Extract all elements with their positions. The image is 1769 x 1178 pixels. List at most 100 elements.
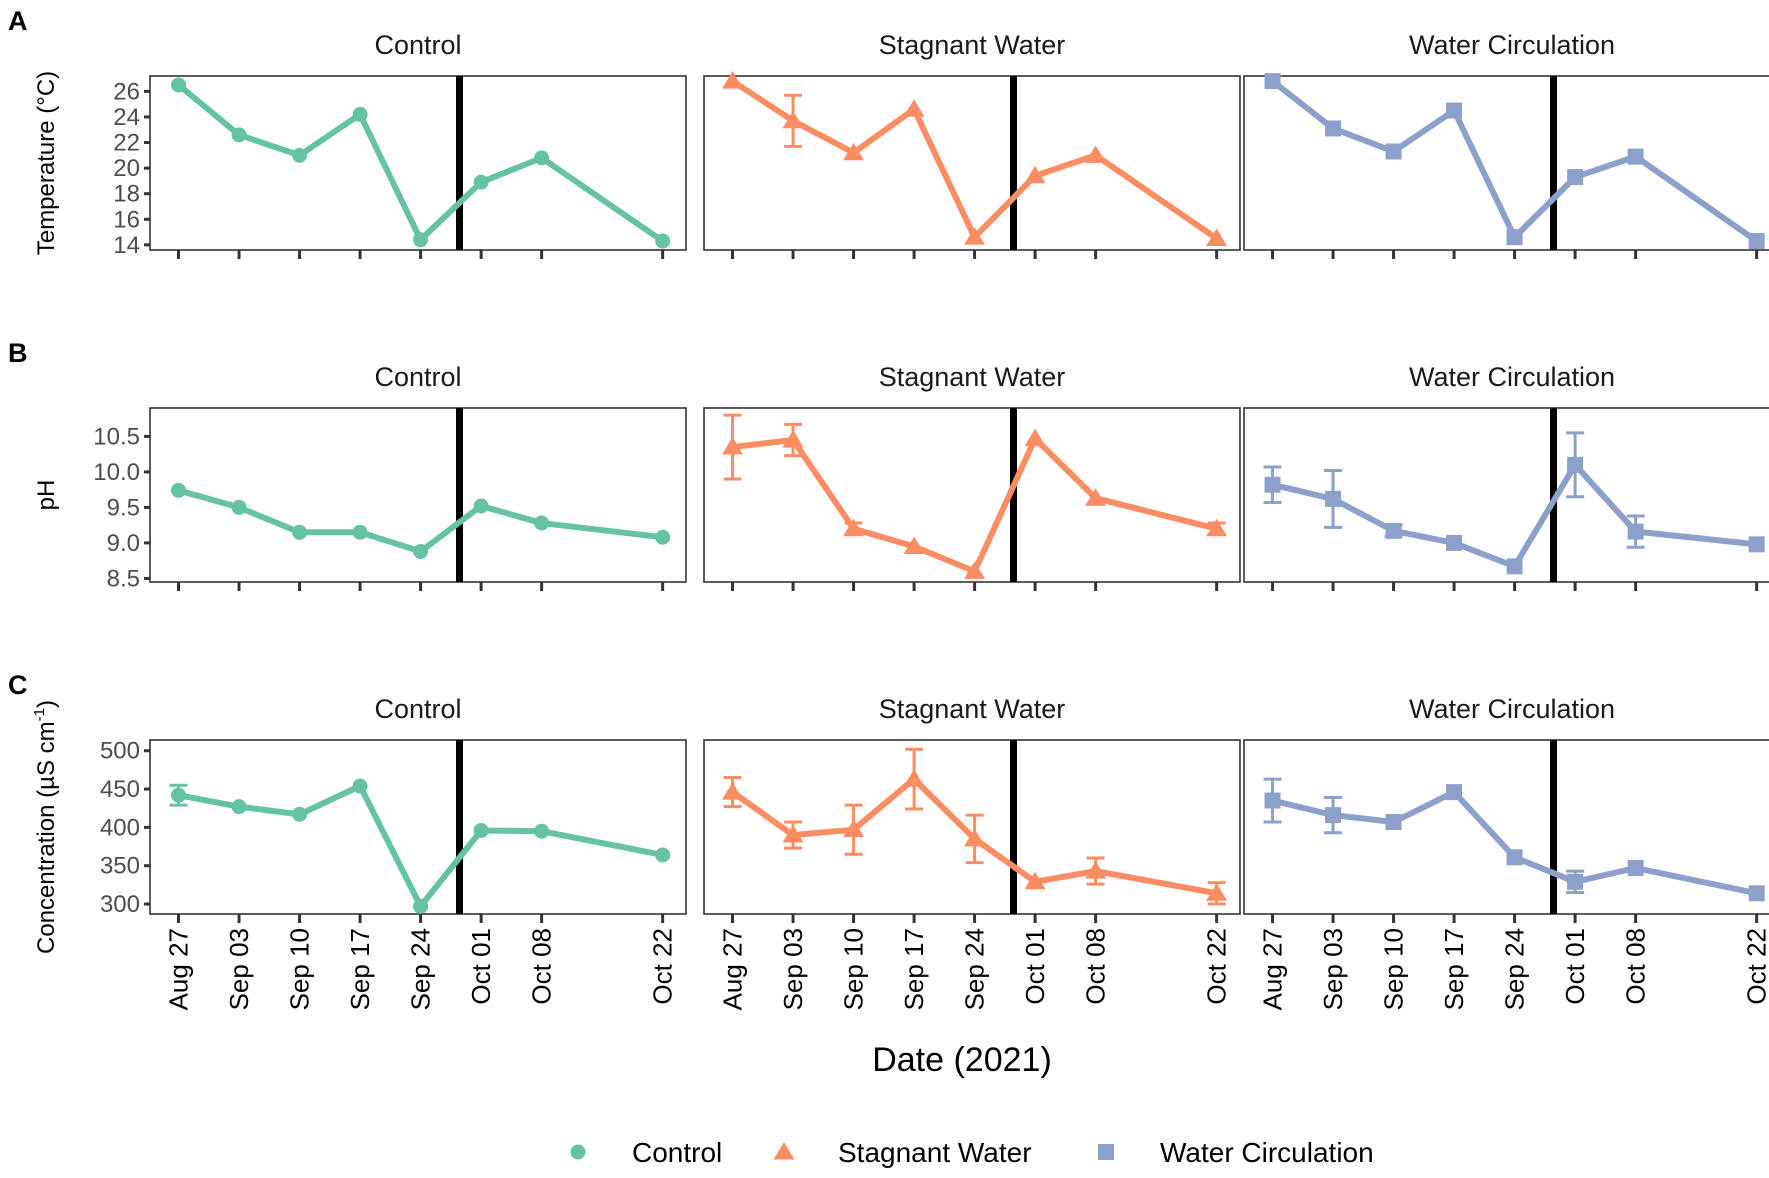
y-tick-label: 450 — [100, 776, 140, 803]
data-point-control — [473, 174, 489, 190]
series-line-stagnant-water — [729, 435, 1220, 575]
series-line-water-circulation — [1269, 789, 1760, 897]
y-axis-title-c: Concentration (µS cm-1) — [31, 700, 60, 954]
data-point-stagnant-water — [722, 437, 744, 455]
data-point-stagnant-water — [1206, 883, 1228, 901]
data-point-stagnant-water — [1206, 228, 1228, 246]
x-tick-label: Oct 22 — [1742, 928, 1769, 1005]
facet-stagnant-water: Stagnant Water Aug 27 Sep 03 Sep 10 Sep 17 Se… — [703, 694, 1241, 1010]
x-tick-label: Sep 17 — [1439, 928, 1469, 1010]
data-point-control — [413, 543, 429, 559]
data-point-control — [473, 822, 489, 838]
data-point-water-circulation — [1446, 784, 1463, 801]
x-tick-label: Sep 24 — [406, 928, 436, 1010]
facet-strip-label: Stagnant Water — [879, 30, 1066, 60]
x-tick-label: Sep 17 — [899, 928, 929, 1010]
data-point-water-circulation — [1567, 169, 1584, 186]
y-tick-label: 400 — [100, 814, 140, 841]
data-point-water-circulation — [1446, 534, 1463, 551]
facet-strip-label: Water Circulation — [1409, 362, 1615, 392]
data-point-stagnant-water — [964, 561, 986, 579]
panel-frame — [1243, 739, 1769, 915]
data-point-stagnant-water — [1206, 518, 1228, 537]
data-point-control — [352, 524, 368, 540]
legend-marker-stagnant-water — [773, 1142, 795, 1160]
panel-frame — [149, 75, 687, 251]
legend-label-water-circulation: Water Circulation — [1160, 1137, 1374, 1168]
facet-strip-label: Water Circulation — [1409, 30, 1615, 60]
facet-control: Control — [149, 30, 687, 259]
data-point-control — [352, 106, 368, 122]
data-point-stagnant-water — [782, 825, 804, 843]
data-point-water-circulation — [1627, 860, 1644, 877]
data-point-water-circulation — [1748, 885, 1765, 902]
data-point-stagnant-water — [843, 518, 865, 537]
y-tick-label: 16 — [113, 206, 140, 233]
x-tick-label: Aug 27 — [164, 928, 194, 1010]
y-tick-label: 8.5 — [107, 565, 140, 592]
data-point-water-circulation — [1385, 143, 1402, 160]
data-point-water-circulation — [1325, 490, 1342, 507]
panel-frame — [703, 407, 1241, 583]
facet-control: Control Aug 27 Sep 03 Sep 10 Sep 17 Sep 24 Oct… — [149, 694, 687, 1010]
data-point-control — [534, 515, 550, 531]
data-point-stagnant-water — [722, 71, 744, 89]
data-point-stagnant-water — [964, 828, 986, 847]
series-line-control — [175, 782, 666, 910]
data-point-water-circulation — [1264, 476, 1281, 493]
data-point-water-circulation — [1385, 814, 1402, 831]
data-point-stagnant-water — [903, 99, 925, 117]
data-point-stagnant-water — [722, 782, 744, 800]
data-point-stagnant-water — [843, 819, 865, 838]
panel-letter-b: B — [8, 338, 28, 368]
series-line-stagnant-water — [729, 78, 1220, 242]
panel-b: BpH 8.5 9.0 9.5 10.0 10.5 Control Stagnant Wate… — [8, 338, 1769, 592]
facet-control: Control — [149, 362, 687, 591]
facet-water-circulation: Water Circulation — [1243, 30, 1769, 259]
data-point-control — [171, 482, 187, 498]
data-point-stagnant-water — [782, 110, 804, 129]
facet-water-circulation: Water Circulation Aug 27 Sep 03 Sep 10 Sep 1… — [1243, 694, 1769, 1010]
data-point-control — [352, 778, 368, 794]
data-point-control — [655, 233, 671, 249]
y-tick-label: 350 — [100, 853, 140, 880]
series-line-stagnant-water — [729, 776, 1220, 897]
data-point-stagnant-water — [1085, 861, 1107, 879]
y-tick-label: 9.5 — [107, 494, 140, 521]
data-point-control — [655, 847, 671, 863]
data-point-stagnant-water — [1024, 165, 1046, 184]
legend-label-stagnant-water: Stagnant Water — [838, 1137, 1032, 1168]
data-point-water-circulation — [1446, 102, 1463, 119]
data-point-water-circulation — [1506, 229, 1523, 246]
legend-marker-control — [570, 1144, 586, 1160]
y-tick-label: 24 — [113, 104, 140, 131]
facet-strip-label: Control — [374, 30, 461, 60]
x-tick-label: Oct 01 — [1020, 928, 1050, 1005]
x-tick-label: Sep 03 — [1318, 928, 1348, 1010]
x-tick-label: Aug 27 — [1258, 928, 1288, 1010]
x-tick-label: Sep 03 — [778, 928, 808, 1010]
data-point-stagnant-water — [782, 429, 804, 448]
data-point-control — [171, 787, 187, 803]
x-tick-label: Sep 03 — [224, 928, 254, 1010]
series-line-water-circulation — [1269, 78, 1760, 245]
data-point-water-circulation — [1325, 120, 1342, 137]
facet-strip-label: Water Circulation — [1409, 694, 1615, 724]
x-tick-label: Oct 01 — [466, 928, 496, 1005]
data-point-control — [413, 898, 429, 914]
data-point-water-circulation — [1748, 536, 1765, 553]
facet-strip-label: Stagnant Water — [879, 362, 1066, 392]
data-point-control — [534, 823, 550, 839]
facet-water-circulation: Water Circulation — [1243, 362, 1769, 591]
series-line-control — [175, 81, 666, 245]
y-tick-label: 10.5 — [93, 423, 140, 450]
data-point-control — [231, 127, 247, 143]
data-point-control — [171, 77, 187, 93]
data-point-water-circulation — [1264, 792, 1281, 809]
data-point-control — [292, 806, 308, 822]
panel-letter-c: C — [8, 670, 28, 700]
x-tick-label: Sep 10 — [839, 928, 869, 1010]
data-point-stagnant-water — [1024, 871, 1046, 890]
x-tick-label: Sep 24 — [960, 928, 990, 1010]
data-point-stagnant-water — [903, 536, 925, 554]
